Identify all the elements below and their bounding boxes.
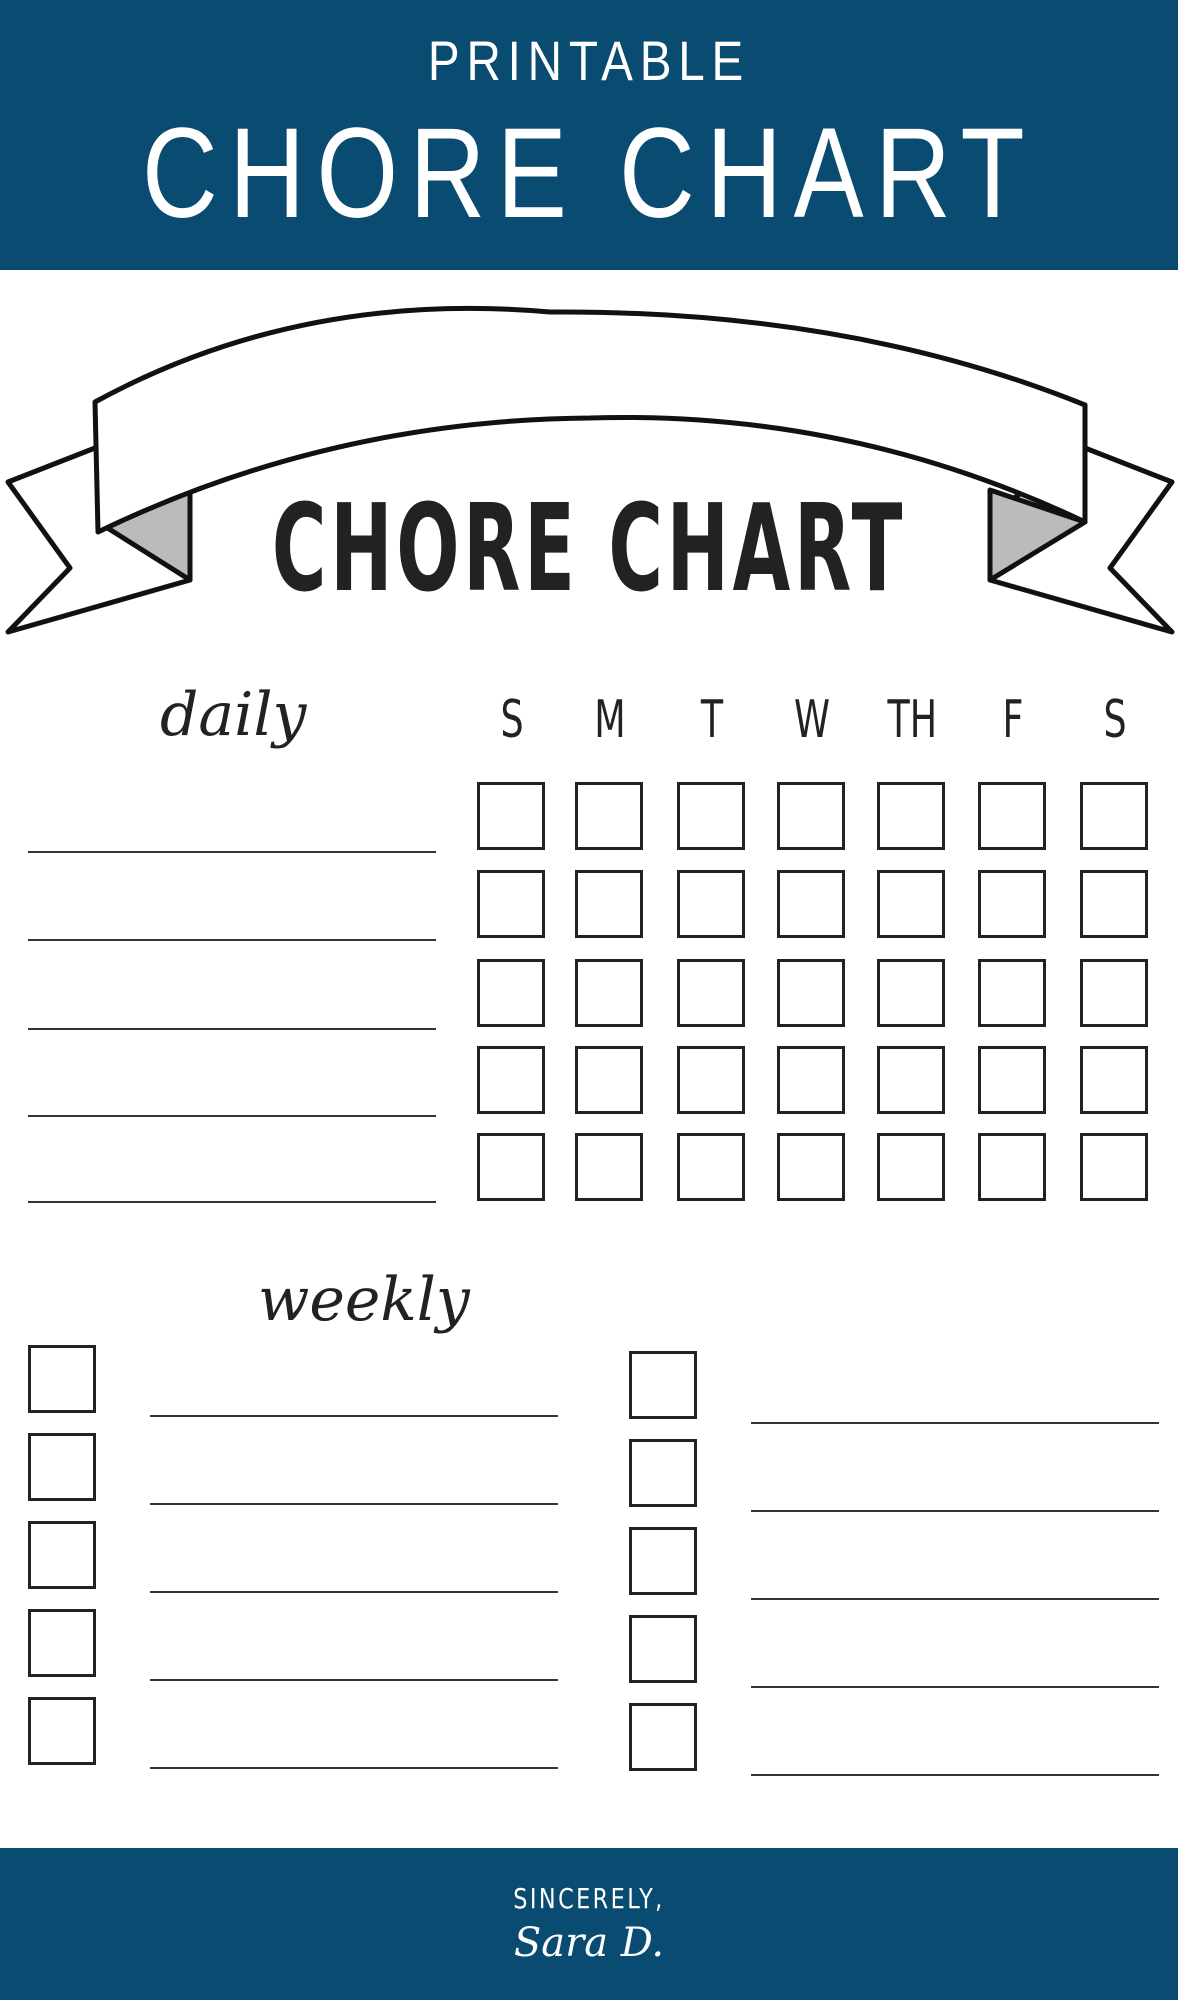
daily-checkbox[interactable]: [677, 1046, 745, 1114]
weekly-checkbox[interactable]: [629, 1527, 697, 1595]
weekly-chore-line[interactable]: [150, 1679, 558, 1681]
daily-checkbox[interactable]: [575, 1133, 643, 1201]
daily-checkbox[interactable]: [1080, 1046, 1148, 1114]
weekly-chore-line[interactable]: [150, 1767, 558, 1769]
footer-sincerely: SINCERELY,: [513, 1882, 665, 1915]
daily-checkbox[interactable]: [777, 1133, 845, 1201]
daily-chore-line[interactable]: [28, 851, 436, 853]
daily-checkbox[interactable]: [978, 782, 1046, 850]
daily-checkbox[interactable]: [978, 959, 1046, 1027]
footer-banner: SINCERELY, Sara D.: [0, 1848, 1178, 2000]
daily-checkbox[interactable]: [1080, 782, 1148, 850]
weekly-checkbox[interactable]: [28, 1345, 96, 1413]
day-header: S: [500, 690, 524, 750]
weekly-checkbox[interactable]: [28, 1697, 96, 1765]
weekly-chore-line[interactable]: [751, 1598, 1159, 1600]
weekly-chore-line[interactable]: [150, 1415, 558, 1417]
daily-checkbox[interactable]: [575, 1046, 643, 1114]
header-title: CHORE CHART: [141, 102, 1037, 245]
day-header: F: [1002, 690, 1024, 750]
day-header: TH: [887, 690, 938, 750]
daily-checkbox[interactable]: [575, 870, 643, 938]
header-banner: PRINTABLE CHORE CHART: [0, 0, 1178, 270]
weekly-chore-line[interactable]: [751, 1686, 1159, 1688]
daily-checkbox[interactable]: [677, 1133, 745, 1201]
daily-checkbox[interactable]: [777, 1046, 845, 1114]
day-header: M: [594, 690, 626, 750]
daily-checkbox[interactable]: [575, 959, 643, 1027]
weekly-label: weekly: [258, 1265, 470, 1335]
footer-signature: Sara D.: [513, 1920, 665, 1966]
daily-checkbox[interactable]: [1080, 870, 1148, 938]
daily-checkbox[interactable]: [877, 1133, 945, 1201]
weekly-checkbox[interactable]: [629, 1615, 697, 1683]
daily-checkbox[interactable]: [477, 782, 545, 850]
daily-checkbox[interactable]: [978, 1133, 1046, 1201]
daily-checkbox[interactable]: [477, 870, 545, 938]
day-header: S: [1103, 690, 1127, 750]
daily-checkbox[interactable]: [1080, 1133, 1148, 1201]
daily-label: daily: [160, 680, 307, 750]
day-header: W: [793, 690, 830, 750]
daily-chore-line[interactable]: [28, 939, 436, 941]
daily-checkbox[interactable]: [477, 1046, 545, 1114]
daily-checkbox[interactable]: [477, 959, 545, 1027]
weekly-checkbox[interactable]: [629, 1351, 697, 1419]
header-pretitle: PRINTABLE: [427, 29, 751, 92]
daily-checkbox[interactable]: [1080, 959, 1148, 1027]
daily-checkbox[interactable]: [978, 870, 1046, 938]
daily-checkbox[interactable]: [877, 959, 945, 1027]
ribbon-banner-icon: [5, 305, 1175, 635]
daily-checkbox[interactable]: [777, 782, 845, 850]
weekly-checkbox[interactable]: [28, 1521, 96, 1589]
daily-checkbox[interactable]: [575, 782, 643, 850]
daily-checkbox[interactable]: [677, 870, 745, 938]
weekly-chore-line[interactable]: [150, 1503, 558, 1505]
daily-chore-line[interactable]: [28, 1201, 436, 1203]
daily-checkbox[interactable]: [877, 1046, 945, 1114]
daily-checkbox[interactable]: [477, 1133, 545, 1201]
ribbon-title: CHORE CHART: [271, 480, 907, 619]
daily-chore-line[interactable]: [28, 1028, 436, 1030]
daily-checkbox[interactable]: [777, 959, 845, 1027]
day-header: T: [700, 690, 724, 750]
daily-checkbox[interactable]: [978, 1046, 1046, 1114]
daily-checkbox[interactable]: [877, 870, 945, 938]
weekly-checkbox[interactable]: [28, 1609, 96, 1677]
daily-checkbox[interactable]: [677, 959, 745, 1027]
daily-checkbox[interactable]: [877, 782, 945, 850]
weekly-chore-line[interactable]: [150, 1591, 558, 1593]
daily-chore-line[interactable]: [28, 1115, 436, 1117]
weekly-chore-line[interactable]: [751, 1422, 1159, 1424]
weekly-chore-line[interactable]: [751, 1510, 1159, 1512]
weekly-chore-line[interactable]: [751, 1774, 1159, 1776]
weekly-checkbox[interactable]: [629, 1439, 697, 1507]
weekly-checkbox[interactable]: [28, 1433, 96, 1501]
daily-checkbox[interactable]: [677, 782, 745, 850]
daily-checkbox[interactable]: [777, 870, 845, 938]
weekly-checkbox[interactable]: [629, 1703, 697, 1771]
